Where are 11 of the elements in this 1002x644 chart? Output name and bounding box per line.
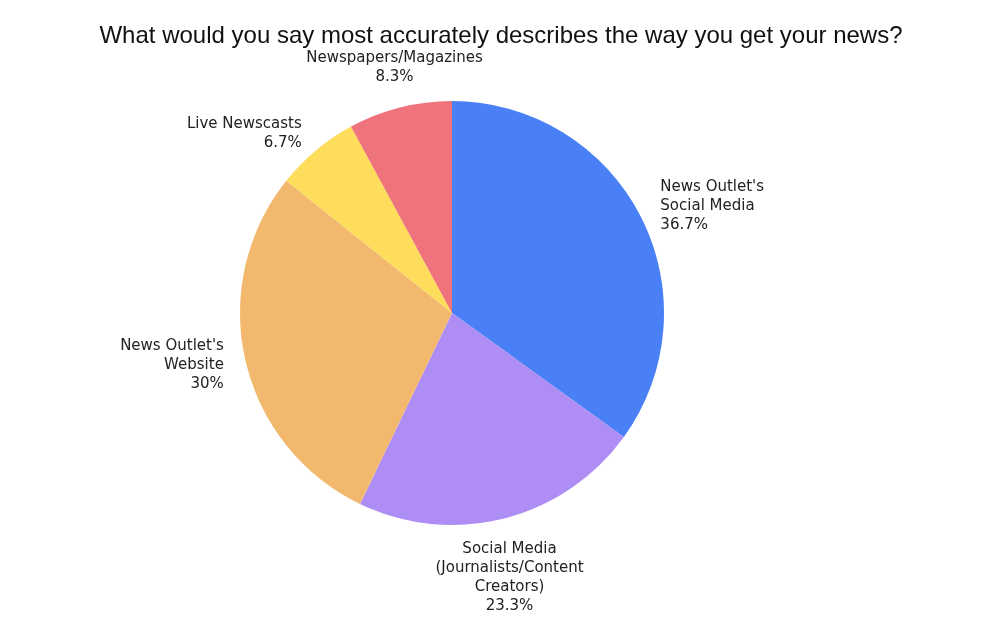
data-label: 6.7% (263, 132, 302, 151)
data-label: 36.7% (660, 215, 708, 234)
chart-title: What would you say most accurately describes the way you get your news? (99, 20, 903, 48)
slice-label: Live Newscasts (186, 113, 302, 132)
slice-label: News Outlet's Social Media (660, 177, 765, 215)
data-label: 30% (190, 373, 224, 392)
data-label: 23.3% (485, 596, 534, 615)
slice-label: News Outlet's Website (120, 335, 225, 373)
slice-label: Social Media (Journalists/Content Creators) (435, 539, 584, 596)
data-label: 8.3% (375, 66, 414, 85)
slice-label: Newspapers/Magazines (306, 47, 483, 66)
